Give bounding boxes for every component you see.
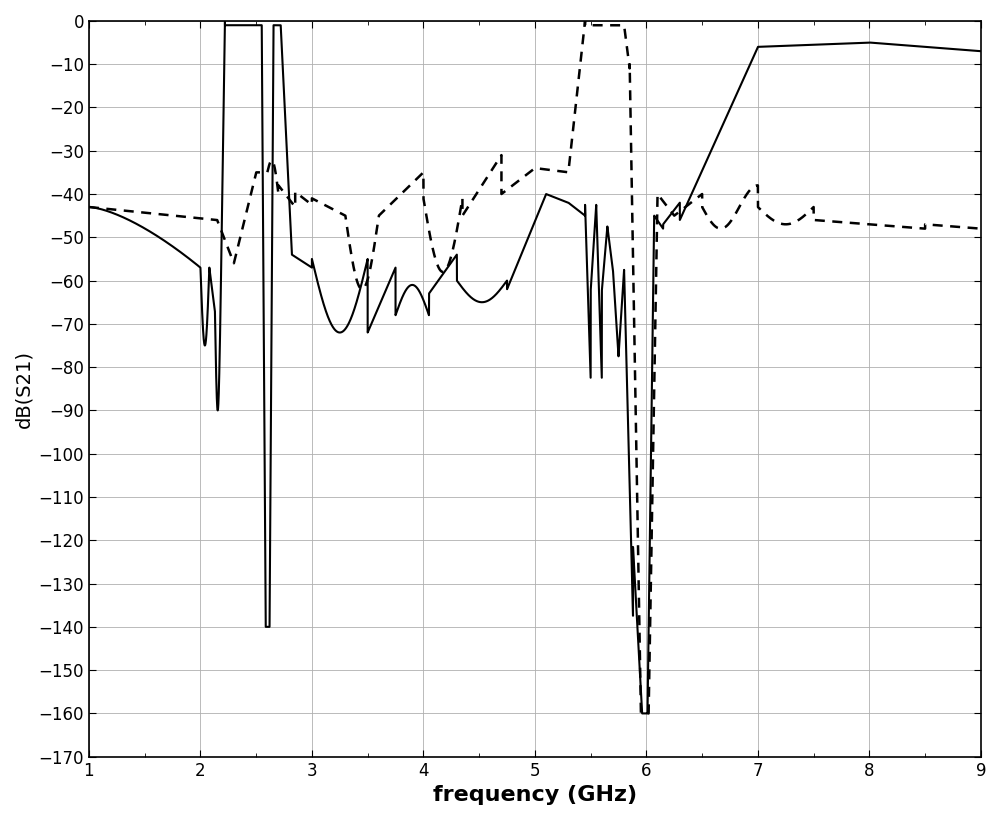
Y-axis label: dB(S21): dB(S21) xyxy=(14,350,33,428)
X-axis label: frequency (GHz): frequency (GHz) xyxy=(433,785,637,805)
